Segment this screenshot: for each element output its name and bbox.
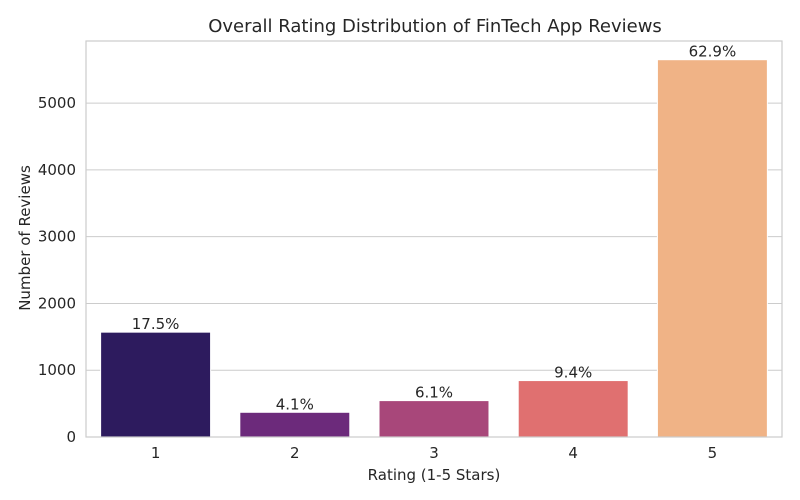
bar-data-label: 6.1% — [415, 384, 453, 402]
bar-layer — [100, 59, 768, 438]
y-tick-label: 1000 — [38, 361, 76, 379]
bar-data-label: 4.1% — [276, 395, 314, 413]
bar-rating-4 — [517, 380, 629, 438]
y-tick-label: 4000 — [38, 161, 76, 179]
y-tick-label: 0 — [66, 428, 76, 446]
x-tick-label: 1 — [151, 444, 161, 462]
x-axis-label: Rating (1-5 Stars) — [368, 466, 501, 484]
y-tick-label: 5000 — [38, 94, 76, 112]
y-tick-label: 2000 — [38, 294, 76, 312]
bar-rating-5 — [656, 59, 768, 438]
y-tick-label: 3000 — [38, 228, 76, 246]
x-tick-label: 2 — [290, 444, 300, 462]
tick-layer: 0 1000 2000 3000 4000 5000 1 2 3 4 5 — [38, 94, 717, 462]
bar-rating-3 — [378, 400, 490, 438]
chart-title: Overall Rating Distribution of FinTech A… — [208, 16, 662, 37]
bar-rating-2 — [239, 411, 351, 438]
data-label-layer: 17.5% 4.1% 6.1% 9.4% 62.9% — [132, 43, 736, 414]
x-tick-label: 4 — [568, 444, 578, 462]
bar-rating-1 — [100, 331, 212, 438]
y-axis-label: Number of Reviews — [16, 165, 34, 311]
bar-data-label: 17.5% — [132, 315, 180, 333]
bar-data-label: 9.4% — [554, 364, 592, 382]
bar-data-label: 62.9% — [689, 43, 737, 61]
plot-frame — [85, 40, 783, 438]
x-tick-label: 3 — [429, 444, 439, 462]
x-tick-label: 5 — [708, 444, 718, 462]
